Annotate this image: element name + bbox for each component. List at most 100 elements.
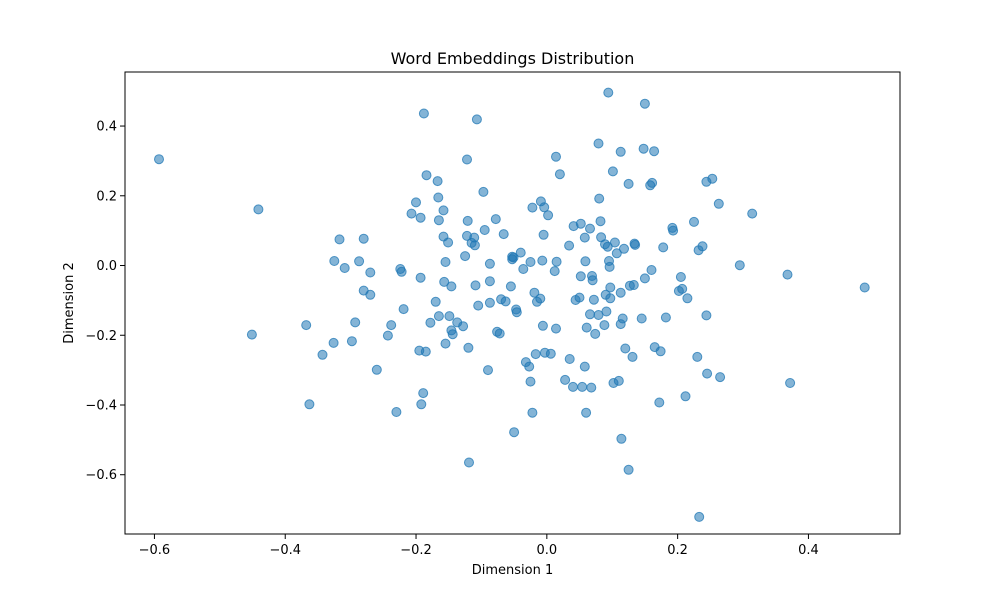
data-point-101 <box>543 210 554 221</box>
data-point-111 <box>568 381 578 392</box>
y-tick-label: −0.6 <box>85 468 117 483</box>
data-point-156 <box>620 343 631 354</box>
data-point-105 <box>551 323 561 334</box>
data-point-84 <box>518 264 529 274</box>
data-point-119 <box>579 361 590 372</box>
data-point-64 <box>478 186 489 197</box>
data-point-0 <box>154 154 164 165</box>
data-point-51 <box>458 321 469 332</box>
data-point-183 <box>682 293 693 304</box>
data-point-147 <box>609 237 620 248</box>
data-point-102 <box>545 348 556 359</box>
data-point-43 <box>440 338 451 349</box>
data-point-104 <box>551 151 561 162</box>
data-point-151 <box>615 287 626 298</box>
data-point-7 <box>328 337 339 348</box>
y-tick-label: 0.0 <box>96 259 117 274</box>
data-point-120 <box>580 256 591 267</box>
data-point-157 <box>623 178 634 189</box>
data-point-161 <box>628 280 639 290</box>
data-point-165 <box>638 143 649 154</box>
data-point-75 <box>500 296 511 307</box>
data-point-29 <box>416 399 427 410</box>
data-point-142 <box>604 261 615 272</box>
data-point-198 <box>785 378 796 388</box>
data-point-82 <box>511 307 522 318</box>
data-point-13 <box>358 233 369 244</box>
data-point-133 <box>595 216 606 227</box>
data-point-138 <box>601 306 612 317</box>
data-point-158 <box>623 464 634 475</box>
x-tick-label: −0.4 <box>269 543 301 558</box>
data-point-70 <box>490 214 501 225</box>
data-point-148 <box>611 248 622 259</box>
data-point-193 <box>713 198 724 209</box>
data-point-54 <box>462 215 473 226</box>
data-point-132 <box>594 193 605 204</box>
data-point-60 <box>469 240 480 251</box>
data-point-37 <box>433 192 444 203</box>
data-point-171 <box>649 146 660 157</box>
data-point-63 <box>473 300 484 311</box>
plot-area-frame <box>124 71 901 535</box>
data-point-69 <box>484 258 495 269</box>
data-point-31 <box>418 108 429 119</box>
data-point-114 <box>574 292 585 303</box>
data-point-4 <box>301 320 312 331</box>
data-point-40 <box>438 205 449 216</box>
data-point-88 <box>525 376 536 387</box>
data-point-110 <box>564 354 575 364</box>
data-point-11 <box>350 317 361 328</box>
data-point-170 <box>647 177 658 188</box>
data-point-6 <box>329 256 340 266</box>
data-point-187 <box>694 511 705 522</box>
data-point-5 <box>317 349 328 360</box>
data-point-18 <box>382 330 393 341</box>
data-point-56 <box>463 342 474 353</box>
data-point-191 <box>702 368 713 379</box>
data-point-76 <box>505 281 516 292</box>
data-point-143 <box>605 282 616 293</box>
data-point-125 <box>586 382 597 393</box>
data-point-44 <box>440 257 451 267</box>
data-point-12 <box>354 256 365 267</box>
x-tick-label: −0.6 <box>139 543 171 558</box>
data-point-17 <box>371 364 382 375</box>
data-point-182 <box>680 391 691 402</box>
y-axis: −0.6 −0.4 −0.2 0.0 0.2 0.4 <box>85 120 125 483</box>
data-point-96 <box>537 255 548 266</box>
data-point-35 <box>430 296 441 307</box>
data-point-173 <box>654 397 665 408</box>
data-point-66 <box>483 365 493 376</box>
data-point-87 <box>525 257 536 267</box>
data-point-184 <box>689 216 699 227</box>
data-point-124 <box>585 223 595 234</box>
data-point-72 <box>494 328 505 339</box>
x-tick-label: 0.2 <box>667 543 688 558</box>
data-point-86 <box>524 361 535 372</box>
data-point-15 <box>365 289 376 300</box>
data-point-10 <box>346 336 357 347</box>
y-tick-label: 0.2 <box>96 189 117 204</box>
data-point-163 <box>630 239 641 250</box>
x-tick-label: −0.2 <box>400 543 432 558</box>
data-point-135 <box>599 320 610 331</box>
data-point-164 <box>636 313 647 324</box>
data-point-2 <box>246 329 257 340</box>
data-point-80 <box>509 427 520 438</box>
data-point-154 <box>617 313 628 324</box>
data-point-149 <box>613 375 624 386</box>
data-point-189 <box>701 310 712 321</box>
data-point-89 <box>527 407 538 418</box>
data-point-20 <box>391 407 402 417</box>
x-tick-label: 0.4 <box>798 543 819 558</box>
data-point-153 <box>616 433 627 444</box>
y-tick-label: 0.4 <box>96 120 117 135</box>
data-point-74 <box>498 229 509 240</box>
data-point-19 <box>386 320 397 331</box>
data-point-53 <box>462 154 472 165</box>
x-tick-label: 0.0 <box>536 543 557 558</box>
data-point-178 <box>668 225 679 236</box>
data-point-49 <box>447 329 458 340</box>
